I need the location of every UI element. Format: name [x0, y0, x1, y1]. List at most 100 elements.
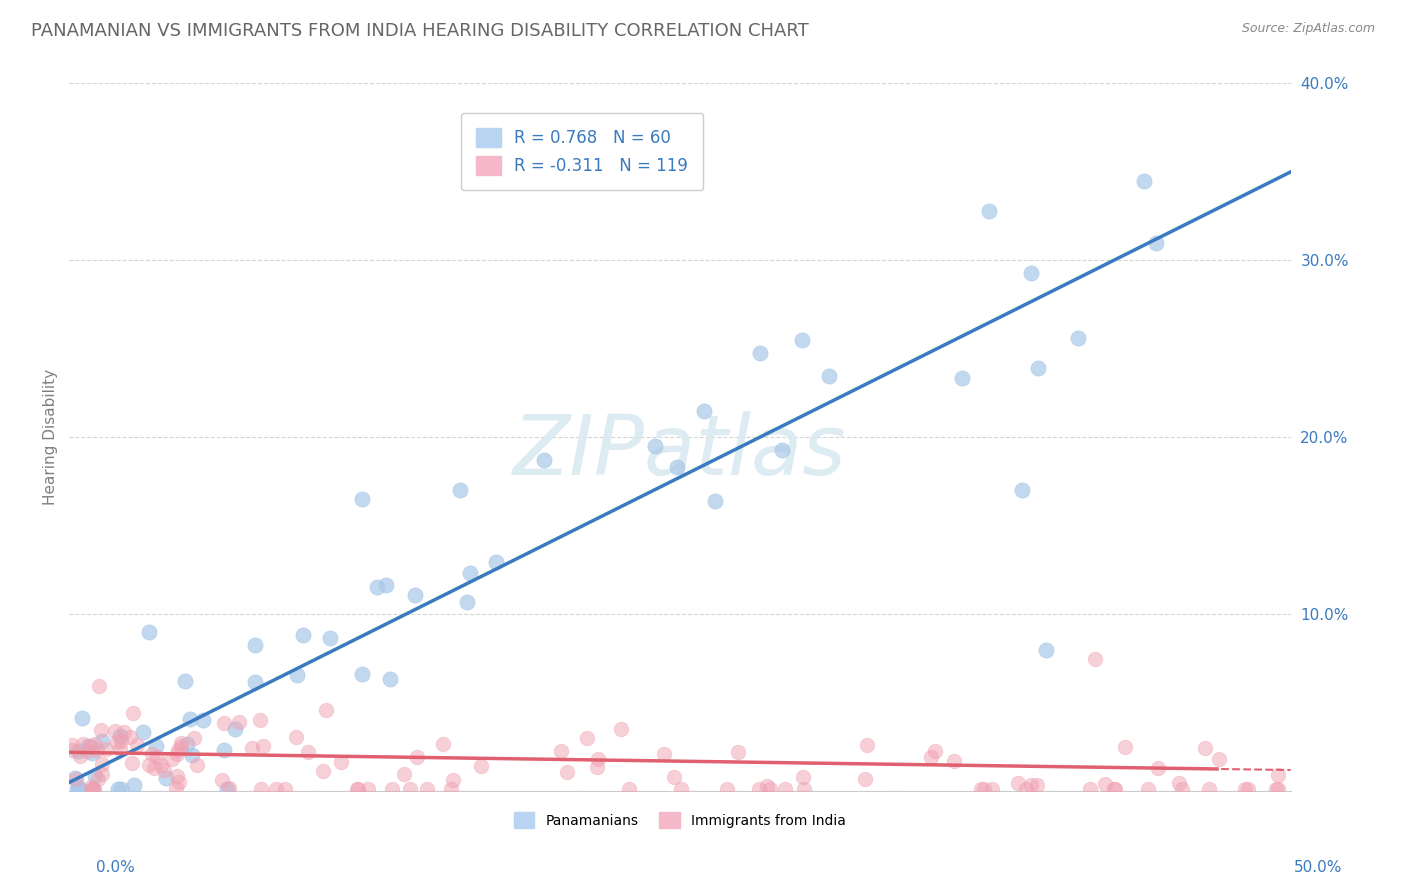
Point: [1080, 782, 1102, 797]
Point: [186, 758, 208, 772]
Point: [1144, 236, 1167, 251]
Point: [398, 782, 420, 797]
Point: [443, 772, 465, 787]
Point: [856, 738, 879, 752]
Point: [110, 782, 132, 797]
Point: [1167, 776, 1189, 790]
Point: [105, 735, 128, 749]
Point: [60, 742, 83, 756]
Point: [90, 766, 112, 780]
Point: [166, 747, 188, 761]
Point: [179, 712, 201, 726]
Point: [381, 782, 404, 797]
Point: [943, 755, 966, 769]
Point: [285, 668, 308, 682]
Point: [1026, 360, 1049, 375]
Point: [973, 782, 995, 797]
Point: [346, 782, 368, 797]
Point: [610, 722, 633, 736]
Point: [1267, 768, 1289, 782]
Point: [91, 756, 114, 771]
Point: [1015, 782, 1038, 797]
Point: [170, 739, 193, 753]
Point: [69, 782, 91, 797]
Point: [950, 370, 973, 384]
Point: [83, 770, 105, 784]
Legend: Panamanians, Immigrants from India: Panamanians, Immigrants from India: [508, 806, 852, 834]
Point: [748, 346, 770, 360]
Point: [1007, 776, 1029, 790]
Point: [108, 741, 131, 756]
Point: [90, 723, 112, 738]
Point: [449, 483, 471, 498]
Point: [125, 738, 148, 752]
Point: [155, 772, 177, 786]
Point: [67, 744, 90, 758]
Point: [285, 730, 308, 744]
Point: [1265, 782, 1288, 797]
Point: [165, 781, 187, 796]
Point: [152, 763, 174, 777]
Point: [1147, 761, 1170, 775]
Point: [60, 738, 83, 752]
Point: [84, 738, 107, 752]
Point: [87, 679, 110, 693]
Point: [166, 769, 188, 783]
Point: [748, 782, 770, 797]
Point: [173, 673, 195, 688]
Point: [1102, 782, 1125, 797]
Point: [457, 595, 479, 609]
Point: [70, 711, 93, 725]
Point: [350, 667, 373, 681]
Point: [264, 782, 287, 797]
Point: [1198, 782, 1220, 797]
Text: ZIPatlas: ZIPatlas: [513, 411, 846, 492]
Point: [1094, 777, 1116, 791]
Point: [1067, 330, 1090, 344]
Point: [250, 782, 273, 797]
Point: [240, 740, 263, 755]
Point: [274, 782, 297, 797]
Point: [1137, 782, 1160, 797]
Point: [792, 770, 814, 784]
Point: [76, 744, 98, 758]
Text: 50.0%: 50.0%: [1295, 861, 1343, 875]
Point: [191, 713, 214, 727]
Point: [86, 772, 108, 786]
Point: [550, 744, 572, 758]
Point: [533, 452, 555, 467]
Point: [485, 555, 508, 569]
Point: [145, 750, 167, 764]
Point: [357, 782, 380, 797]
Point: [79, 739, 101, 753]
Point: [176, 737, 198, 751]
Point: [80, 780, 103, 794]
Point: [66, 780, 89, 795]
Point: [1019, 778, 1042, 792]
Point: [143, 761, 166, 775]
Point: [374, 578, 396, 592]
Point: [980, 782, 1002, 797]
Point: [112, 725, 135, 739]
Point: [181, 747, 204, 762]
Point: [347, 782, 370, 797]
Point: [82, 781, 104, 796]
Point: [652, 747, 675, 761]
Point: [218, 780, 240, 795]
Point: [576, 731, 599, 746]
Point: [96, 742, 118, 756]
Point: [378, 672, 401, 686]
Point: [69, 748, 91, 763]
Point: [243, 638, 266, 652]
Point: [66, 782, 89, 797]
Point: [83, 782, 105, 797]
Point: [107, 782, 129, 797]
Point: [315, 702, 337, 716]
Point: [212, 715, 235, 730]
Point: [167, 742, 190, 756]
Point: [666, 460, 689, 475]
Point: [228, 714, 250, 729]
Point: [432, 737, 454, 751]
Point: [122, 706, 145, 721]
Point: [160, 752, 183, 766]
